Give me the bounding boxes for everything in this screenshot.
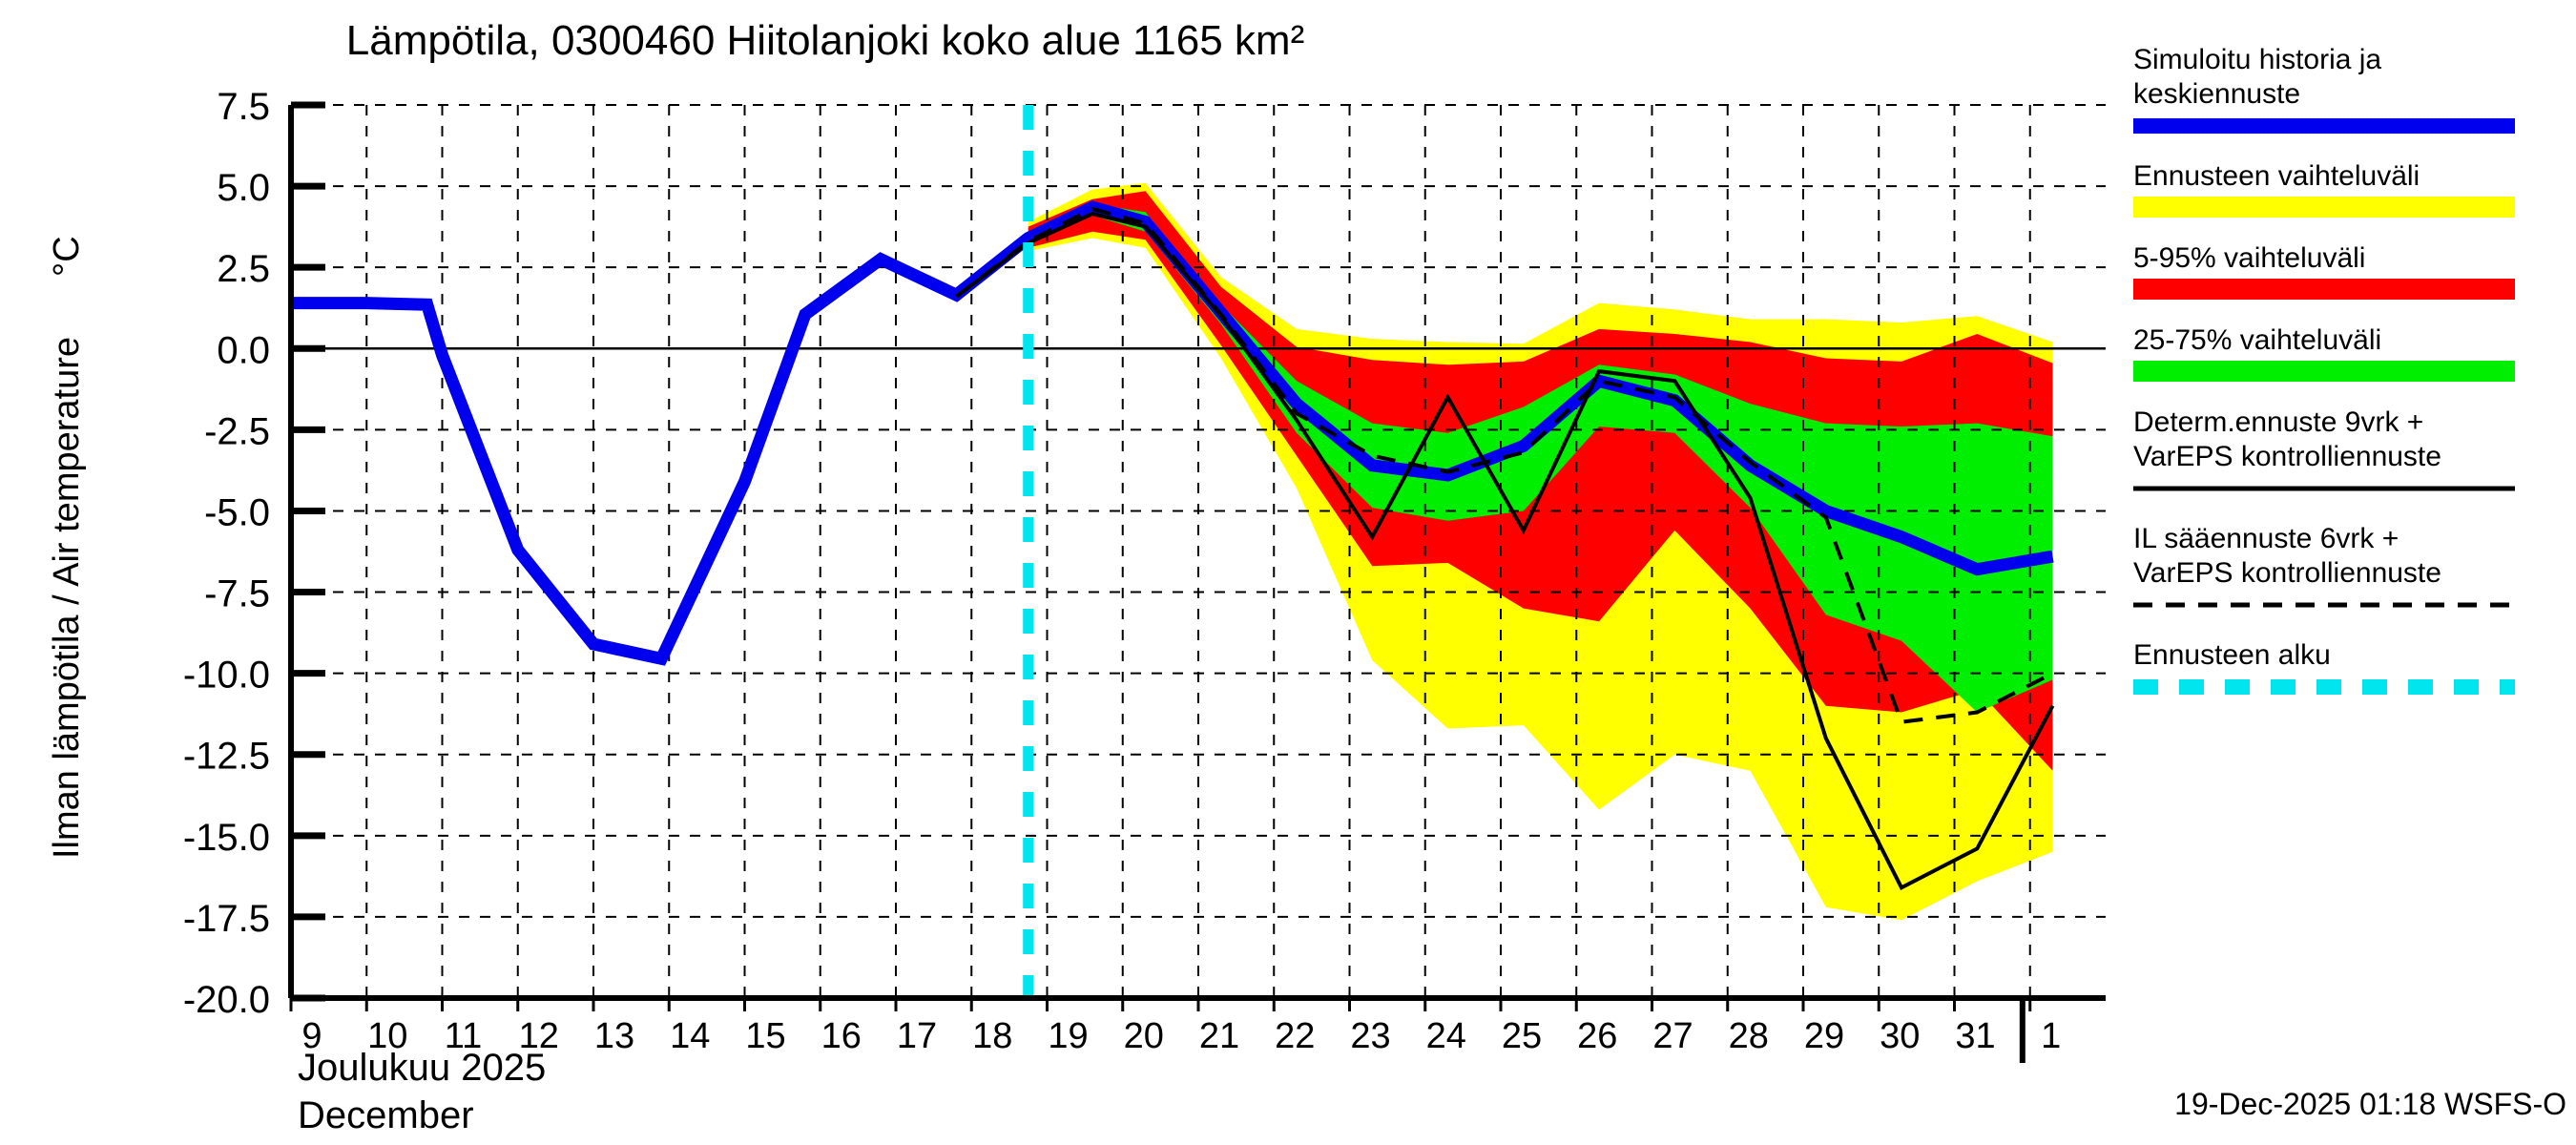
x-tick-label: 30 — [1880, 1016, 1920, 1056]
legend-label: Simuloitu historia ja — [2133, 44, 2381, 75]
y-tick-label: -2.5 — [204, 410, 270, 452]
x-tick-label: 27 — [1652, 1016, 1693, 1056]
x-tick-label: 13 — [594, 1016, 634, 1056]
x-tick-label: 23 — [1350, 1016, 1390, 1056]
x-tick-label: 14 — [670, 1016, 710, 1056]
y-tick-label: 7.5 — [217, 86, 270, 128]
page-title: Lämpötila, 0300460 Hiitolanjoki koko alu… — [345, 17, 1305, 64]
series-0 — [291, 200, 2054, 666]
x-tick-label: 31 — [1955, 1016, 1995, 1056]
x-tick-label: 21 — [1199, 1016, 1239, 1056]
band-2 — [1028, 203, 2053, 713]
x-tick-label: 12 — [519, 1016, 559, 1056]
x-tick-label: 20 — [1124, 1016, 1164, 1056]
forecast-bands — [1028, 182, 2053, 921]
x-tick-labels: 9 10 11 12 13 14 15 16 17 18 19 20 21 22 23 24 25 26 27 28 2… — [301, 1016, 2061, 1056]
legend-label: VarEPS kontrolliennuste — [2133, 557, 2441, 589]
y-tick-label: 0.0 — [217, 329, 270, 371]
legend-label: VarEPS kontrolliennuste — [2133, 441, 2441, 472]
legend-swatch-range-25-75 — [2133, 361, 2515, 382]
grid-lines — [291, 104, 2106, 999]
y-tick-label: 5.0 — [217, 167, 270, 209]
x-tick-label: 15 — [745, 1016, 785, 1056]
legend-label: Ennusteen vaihteluväli — [2133, 160, 2420, 192]
y-tick-label: -10.0 — [183, 655, 270, 697]
series-2 — [955, 206, 2054, 724]
x-tick-label: 10 — [367, 1016, 407, 1056]
legend-label: Determ.ennuste 9vrk + — [2133, 406, 2423, 438]
legend-label: IL sääennuste 6vrk + — [2133, 523, 2399, 554]
y-tick-label: -20.0 — [183, 979, 270, 1021]
x-tick-label: 11 — [445, 1016, 482, 1056]
legend-label: Ennusteen alku — [2133, 639, 2331, 671]
y-tick-label: -5.0 — [204, 491, 270, 533]
x-tick-label: 18 — [972, 1016, 1012, 1056]
x-tick-label: 24 — [1426, 1016, 1466, 1056]
data-series — [291, 200, 2055, 891]
legend-label: 5-95% vaihteluväli — [2133, 242, 2365, 274]
legend-swatch-range-5-95 — [2133, 279, 2515, 300]
x-tick-label: 17 — [897, 1016, 937, 1056]
y-tick-label: -7.5 — [204, 573, 270, 615]
y-tick-label: -12.5 — [183, 736, 270, 778]
x-tick-label: 28 — [1729, 1016, 1769, 1056]
legend-label: 25-75% vaihteluväli — [2133, 324, 2381, 356]
x-tick-label: 1 — [2041, 1016, 2061, 1056]
x-tick-label: 19 — [1048, 1016, 1088, 1056]
legend-swatch-forecast-range — [2133, 197, 2515, 218]
axes — [288, 101, 2106, 1063]
x-tick-label: 26 — [1577, 1016, 1617, 1056]
y-tick-label: -15.0 — [183, 817, 270, 859]
x-tick-label: 9 — [301, 1016, 322, 1056]
y-tick-label: -17.5 — [183, 898, 270, 940]
y-tick-label: 2.5 — [217, 248, 270, 290]
x-tick-label: 16 — [821, 1016, 862, 1056]
y-tick-labels: 7.5 5.0 2.5 0.0 -2.5 -5.0 -7.5 -10.0 -12.5 -15.0 -… — [183, 86, 270, 1021]
x-tick-label: 29 — [1804, 1016, 1844, 1056]
legend-label: keskiennuste — [2133, 78, 2300, 110]
x-tick-label: 22 — [1275, 1016, 1315, 1056]
x-tick-label: 25 — [1502, 1016, 1542, 1056]
